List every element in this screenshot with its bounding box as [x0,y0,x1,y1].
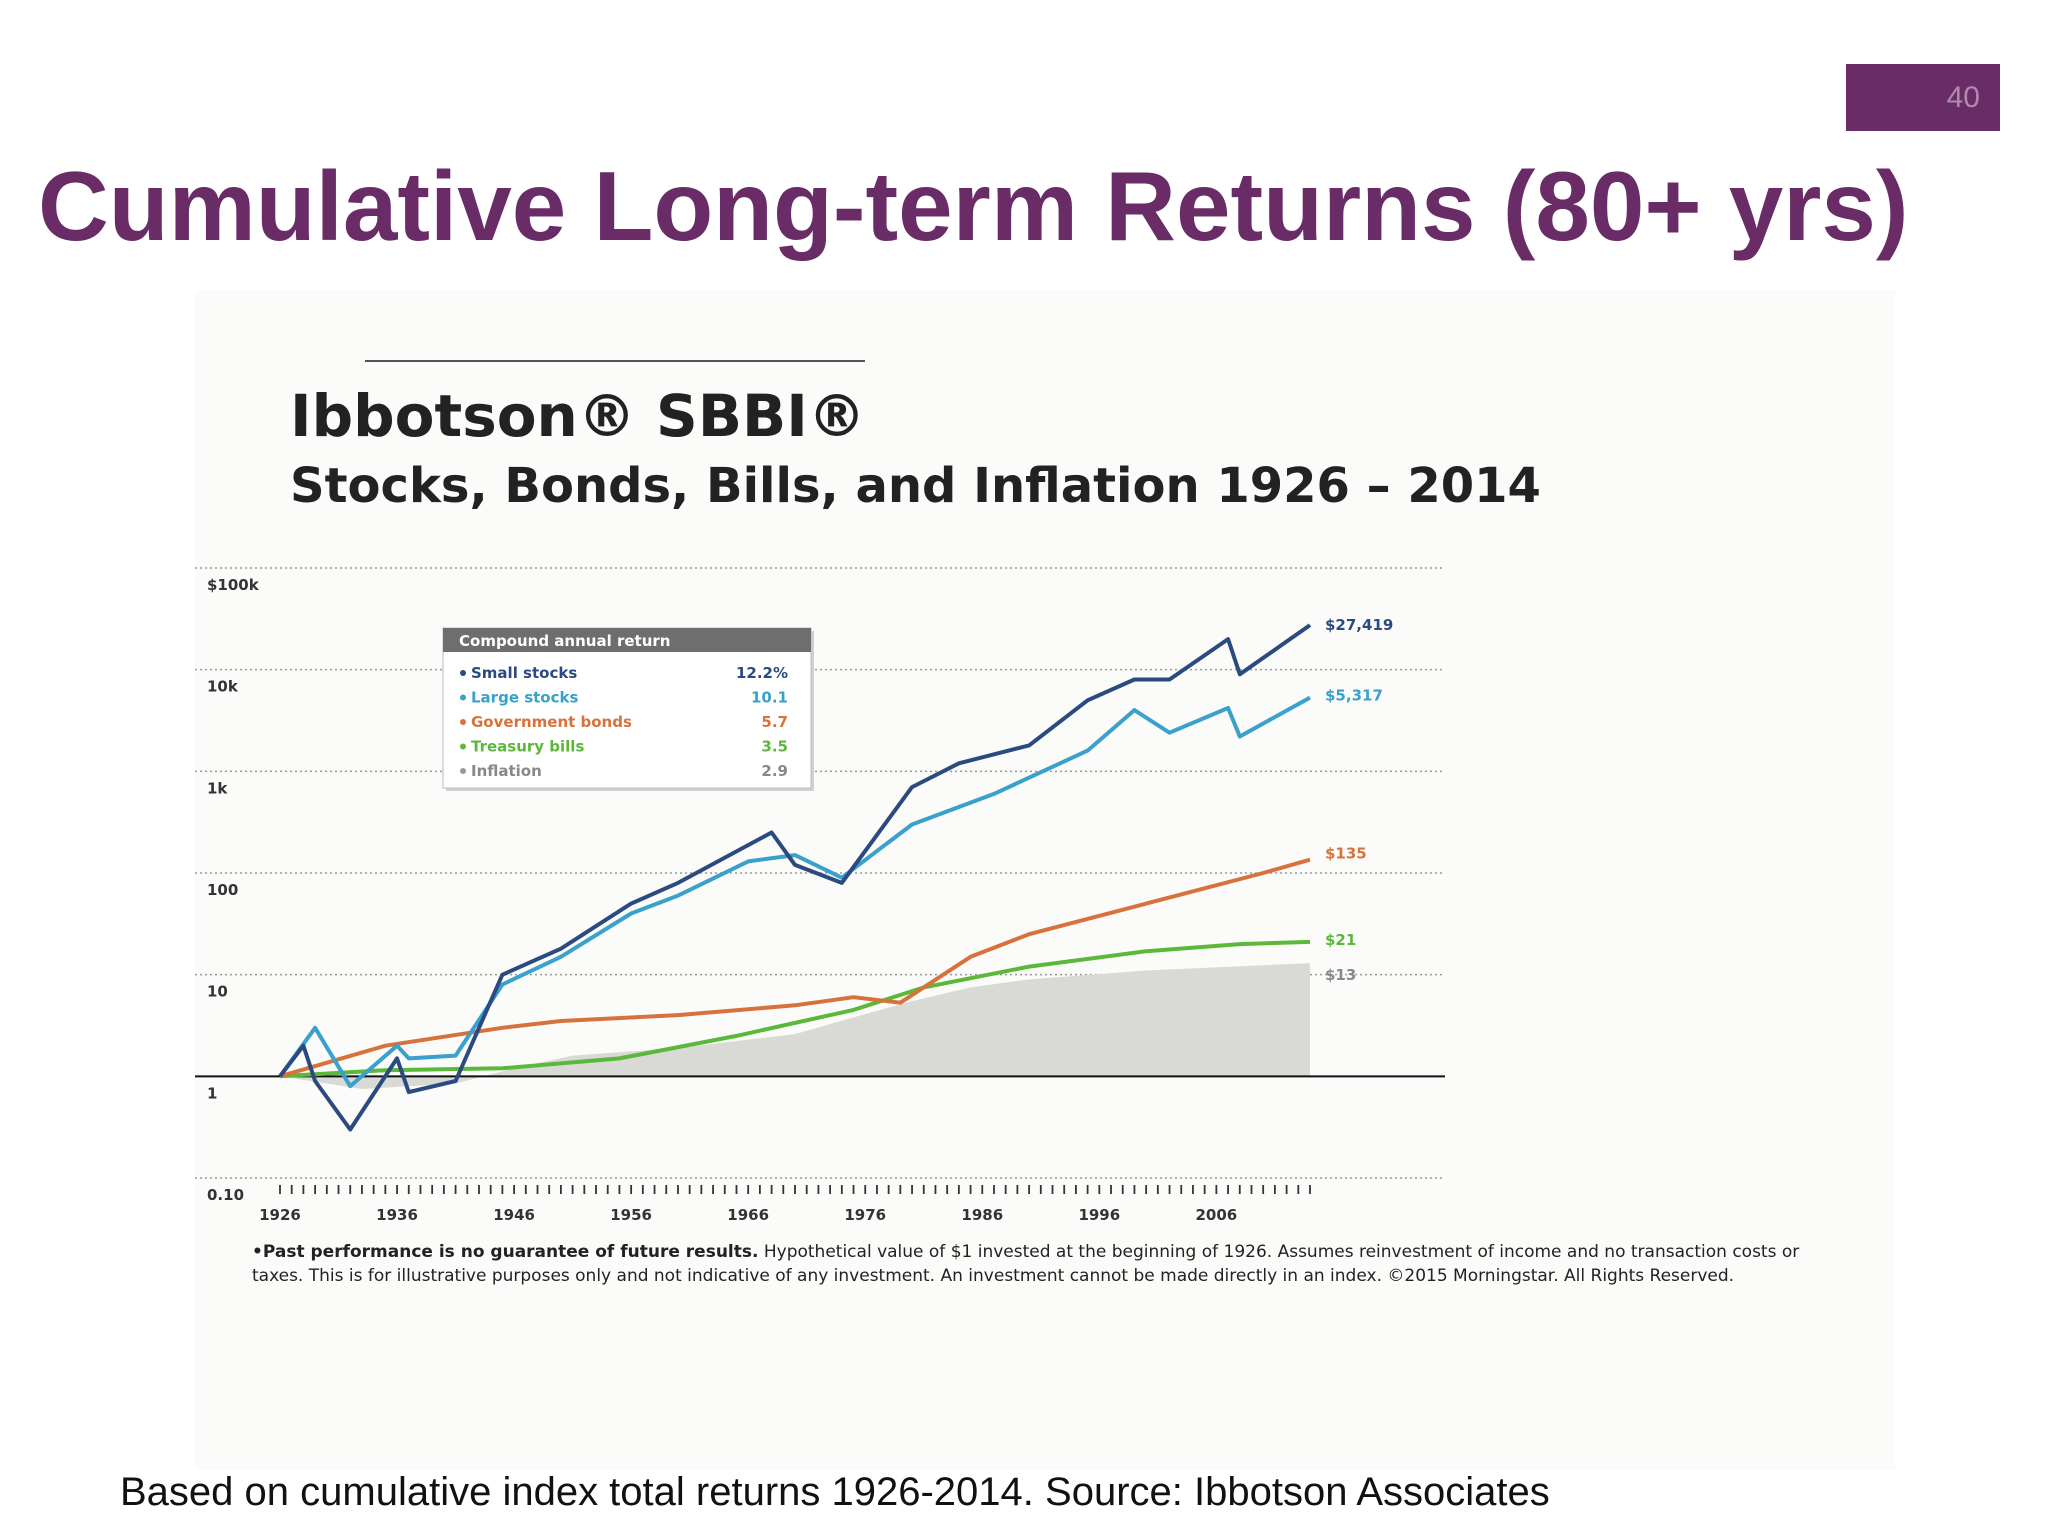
disclaimer: •Past performance is no guarantee of fut… [252,1240,1852,1288]
legend-bullet [460,694,466,701]
x-tick-label: 2006 [1195,1206,1237,1224]
legend-item-value: 2.9 [761,762,788,780]
x-tick-label: 1966 [727,1206,769,1224]
y-tick-label: 10k [207,678,239,696]
line-chart: $100k 10k 1k 100 10 1 0.10 $27,419 $5,317 $135 $21… [195,567,1445,1224]
legend-bullet [460,743,466,750]
inflation-area [280,963,1310,1090]
chart-panel: Ibbotson® SBBI® Stocks, Bonds, Bills, an… [195,290,1895,1470]
end-label: $27,419 [1325,616,1393,634]
y-tick-label: 100 [207,881,238,899]
series-line-large-stocks [278,695,1311,1089]
legend-box [442,627,812,789]
legend-item-value: 3.5 [761,738,788,756]
slide-number: 40 [1846,64,2000,131]
legend-item-name: Small stocks [471,664,577,682]
legend-item-value: 12.2% [736,664,788,682]
y-tick-label: $100k [207,576,260,594]
end-label: $13 [1325,966,1356,984]
x-tick-label: 1926 [259,1206,301,1224]
x-tick-label: 1976 [844,1206,886,1224]
y-tick-label: 1 [207,1084,217,1102]
series-line-treasury-bills [279,939,1311,1079]
end-label: $5,317 [1325,687,1383,705]
x-tick-label: 1946 [493,1206,535,1224]
legend-item-value: 10.1 [751,689,788,707]
legend-item-name: Large stocks [471,689,578,707]
legend-header: Compound annual return [459,632,670,650]
legend-item-value: 5.7 [761,713,788,731]
x-tick-label: 1996 [1078,1206,1120,1224]
panel-rule [365,360,865,362]
legend-bullet [460,670,466,676]
series-line-small-stocks [278,623,1312,1132]
y-tick-label: 10 [207,983,228,1001]
chart-subtitle: Stocks, Bonds, Bills, and Inflation 1926… [290,458,1541,514]
end-label: $135 [1325,845,1367,863]
legend-bullet [460,719,466,725]
disclaimer-bold: •Past performance is no guarantee of fut… [252,1242,759,1262]
legend-item-name: Treasury bills [471,738,584,756]
x-tick-label: 1986 [961,1206,1003,1224]
legend-item-name: Government bonds [471,713,632,731]
chart-title: Ibbotson® SBBI® [290,382,866,450]
slide-footnote: Based on cumulative index total returns … [120,1470,1550,1514]
y-tick-label: 1k [207,779,228,797]
x-tick-label: 1956 [610,1206,652,1224]
slide-title: Cumulative Long-term Returns (80+ yrs) [38,151,1909,261]
y-tick-label: 0.10 [207,1186,244,1204]
end-label: $21 [1325,931,1356,949]
x-tick-label: 1936 [376,1206,418,1224]
series-line-government-bonds [279,857,1311,1079]
legend-item-name: Inflation [471,762,542,780]
disclaimer-text: Hypothetical value of $1 invested at the… [252,1242,1800,1286]
legend-bullet [460,768,466,774]
legend-header-bg [443,628,811,652]
